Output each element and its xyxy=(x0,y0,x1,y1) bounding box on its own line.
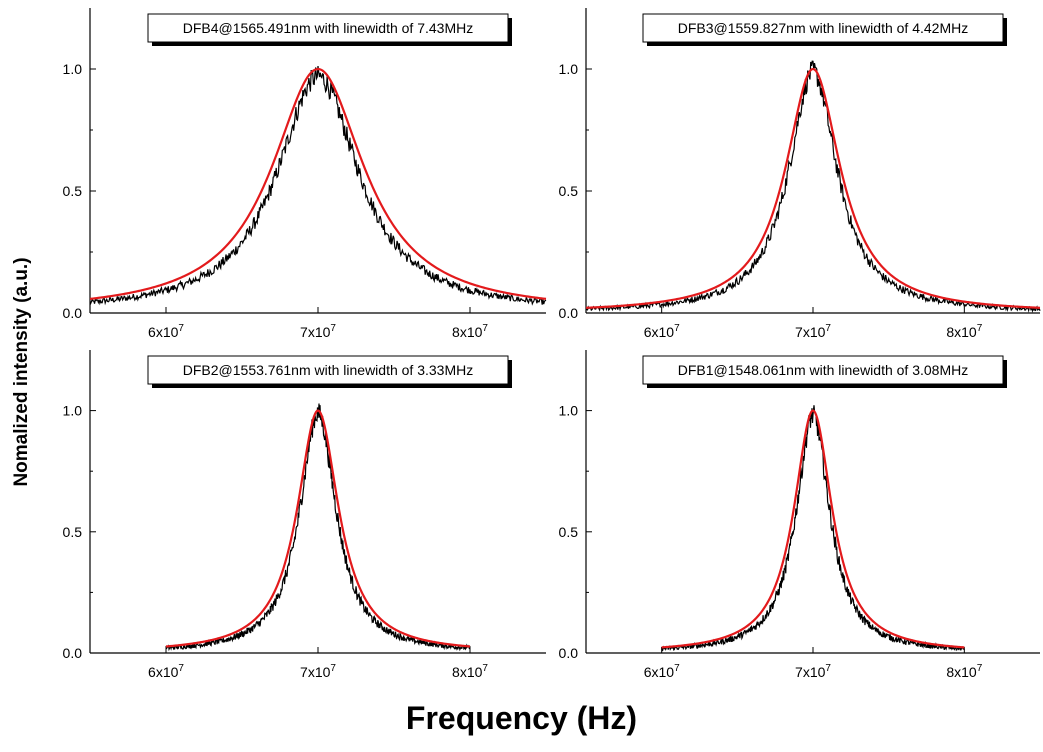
lorentzian-fit-curve xyxy=(585,67,1041,309)
x-tick-label: 6x107 xyxy=(148,323,184,340)
y-tick-label: 1.0 xyxy=(63,61,83,77)
y-tick-label: 0.5 xyxy=(559,524,579,540)
x-tick-label: 7x107 xyxy=(300,663,336,680)
measured-trace xyxy=(165,403,471,652)
measured-trace xyxy=(661,405,965,652)
title-box xyxy=(147,355,509,385)
x-axis-label: Frequency (Hz) xyxy=(405,700,638,736)
panel-title: DFB1@1548.061nm with linewidth of 3.08MH… xyxy=(678,362,968,378)
y-axis-label: Nomalized intensity (a.u.) xyxy=(11,257,32,487)
y-tick-label: 0.0 xyxy=(63,305,83,321)
y-tick-label: 0.0 xyxy=(559,645,579,661)
title-box xyxy=(642,13,1004,43)
measured-trace xyxy=(585,60,1041,313)
x-tick-label: 7x107 xyxy=(795,323,831,340)
panel-title: DFB4@1565.491nm with linewidth of 7.43MH… xyxy=(183,20,473,36)
chart-panel-4: 0.0 0.5 1.0 6x107 7x107 8x107 DFB1@1548.061nm … xyxy=(559,350,1040,680)
x-tick-label: 6x107 xyxy=(644,663,680,680)
y-tick-label: 0.0 xyxy=(63,645,83,661)
chart-panel-1: 0.0 0.5 1.0 6x107 7x107 8x107 DFB4@1565.491nm … xyxy=(63,8,547,340)
y-tick-label: 0.5 xyxy=(63,183,83,199)
y-tick-label: 0.5 xyxy=(559,183,579,199)
x-tick-label: 8x107 xyxy=(452,663,488,680)
y-tick-label: 1.0 xyxy=(559,61,579,77)
y-tick-label: 0.0 xyxy=(559,305,579,321)
lorentzian-fit-curve xyxy=(165,409,471,648)
x-tick-label: 6x107 xyxy=(148,663,184,680)
lorentzian-fit-curve xyxy=(661,409,965,649)
y-tick-label: 1.0 xyxy=(63,403,83,419)
x-tick-label: 8x107 xyxy=(452,323,488,340)
x-tick-label: 7x107 xyxy=(795,663,831,680)
title-box xyxy=(147,13,509,43)
panel-title: DFB2@1553.761nm with linewidth of 3.33MH… xyxy=(183,362,473,378)
x-tick-label: 6x107 xyxy=(644,323,680,340)
chart-panel-2: 0.0 0.5 1.0 6x107 7x107 8x107 DFB3@1559.827nm … xyxy=(559,8,1041,340)
lorentzian-fit-curve xyxy=(89,67,547,300)
y-tick-label: 0.5 xyxy=(63,524,83,540)
measured-trace xyxy=(89,65,547,306)
x-tick-label: 8x107 xyxy=(946,663,982,680)
chart-panel-3: 0.0 0.5 1.0 6x107 7x107 8x107 DFB2@1553.761nm … xyxy=(63,350,546,680)
panel-title: DFB3@1559.827nm with linewidth of 4.42MH… xyxy=(678,20,968,36)
y-tick-label: 1.0 xyxy=(559,403,579,419)
title-box xyxy=(642,355,1004,385)
x-tick-label: 8x107 xyxy=(946,323,982,340)
x-tick-label: 7x107 xyxy=(300,323,336,340)
